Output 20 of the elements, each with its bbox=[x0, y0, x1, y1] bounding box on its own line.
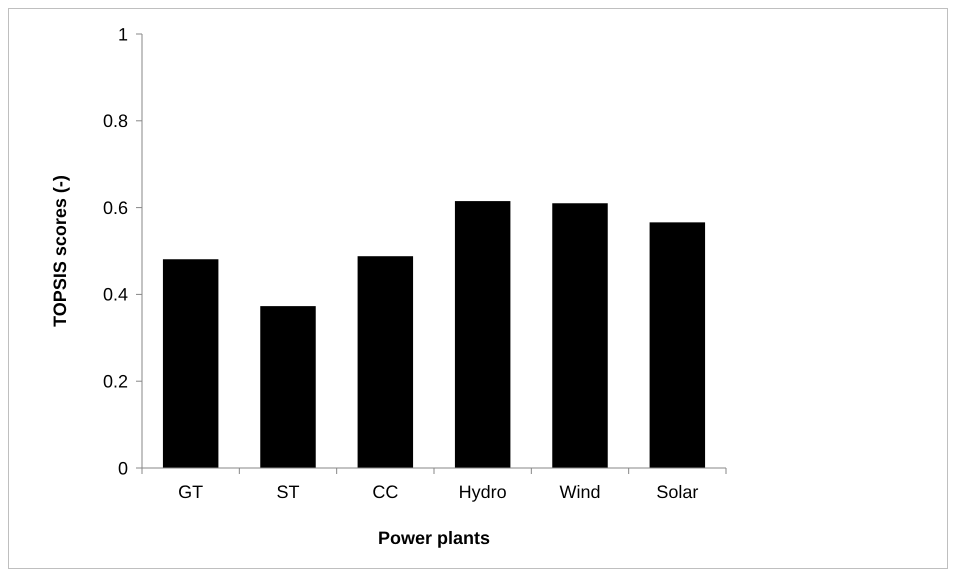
y-tick-label: 0.6 bbox=[102, 198, 128, 218]
x-axis-title: Power plants bbox=[378, 528, 490, 548]
bar bbox=[454, 201, 510, 468]
y-axis-title: TOPSIS scores (-) bbox=[50, 175, 70, 327]
bar bbox=[552, 203, 608, 468]
x-tick-label: Hydro bbox=[458, 482, 507, 502]
x-tick-label: ST bbox=[276, 482, 300, 502]
y-tick-label: 0 bbox=[118, 458, 128, 478]
x-tick-label: CC bbox=[372, 482, 398, 502]
bar bbox=[260, 306, 316, 468]
x-tick-label: Wind bbox=[559, 482, 601, 502]
bar bbox=[358, 256, 414, 468]
bar bbox=[162, 259, 218, 468]
x-tick-label: Solar bbox=[656, 482, 698, 502]
y-tick-label: 0.2 bbox=[102, 372, 128, 392]
y-tick-label: 0.8 bbox=[102, 111, 128, 132]
y-tick-label: 0.4 bbox=[102, 284, 128, 305]
bar bbox=[650, 222, 706, 468]
y-tick-label: 1 bbox=[118, 24, 128, 44]
x-tick-label: GT bbox=[178, 482, 204, 502]
